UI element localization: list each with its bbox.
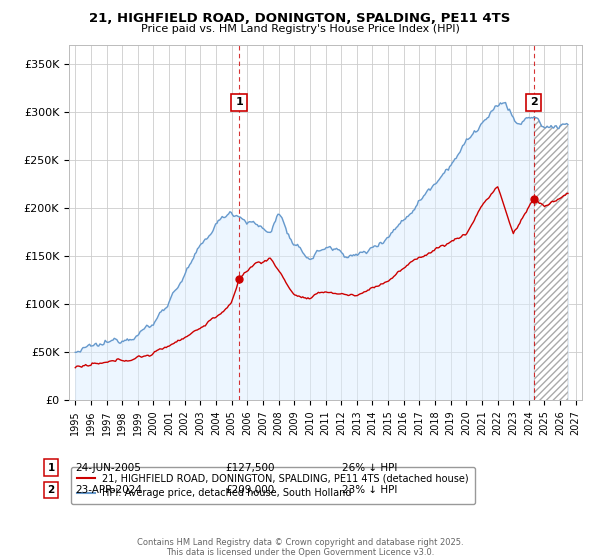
Text: 21, HIGHFIELD ROAD, DONINGTON, SPALDING, PE11 4TS: 21, HIGHFIELD ROAD, DONINGTON, SPALDING,… [89,12,511,25]
Text: £209,000: £209,000 [225,485,274,495]
Text: 1: 1 [47,463,55,473]
Text: 1: 1 [235,97,243,108]
Text: Price paid vs. HM Land Registry's House Price Index (HPI): Price paid vs. HM Land Registry's House … [140,24,460,34]
Legend: 21, HIGHFIELD ROAD, DONINGTON, SPALDING, PE11 4TS (detached house), HPI: Average: 21, HIGHFIELD ROAD, DONINGTON, SPALDING,… [71,468,475,504]
Text: 23-APR-2024: 23-APR-2024 [75,485,142,495]
Text: £127,500: £127,500 [225,463,275,473]
Text: 23% ↓ HPI: 23% ↓ HPI [342,485,397,495]
Text: 24-JUN-2005: 24-JUN-2005 [75,463,141,473]
Text: Contains HM Land Registry data © Crown copyright and database right 2025.
This d: Contains HM Land Registry data © Crown c… [137,538,463,557]
Text: 2: 2 [530,97,538,108]
Text: 26% ↓ HPI: 26% ↓ HPI [342,463,397,473]
Text: 2: 2 [47,485,55,495]
